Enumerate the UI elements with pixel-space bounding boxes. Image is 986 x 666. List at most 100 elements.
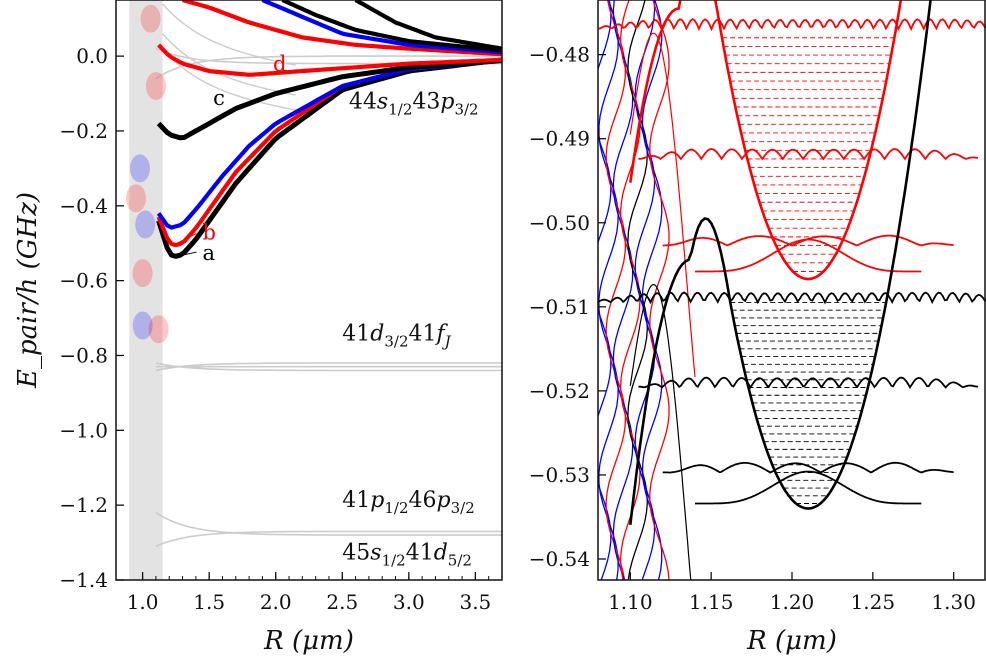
right-panel: 1.10 1.15 1.20 1.25 1.30 −0.48 −0.49 −0.50 −0.51…	[529, 0, 986, 656]
level-label-part: 1/2	[388, 101, 412, 119]
left-x-axis-label: R (μm)	[263, 626, 354, 656]
potential-curve-unlabeled	[261, 0, 502, 55]
left-panel: abcd44s1/243p3/241d3/241fJ41p1/246p3/245…	[13, 0, 503, 656]
inner-resonance-blob	[140, 4, 161, 33]
annotation-arrow-b	[177, 233, 197, 244]
background-level-curve	[155, 55, 502, 80]
potential-curve-unlabeled	[354, 0, 502, 51]
level-label-41p46p: 41p1/246p3/2	[342, 488, 474, 517]
level-label-part: 46	[409, 488, 437, 513]
level-label-part: p	[370, 488, 384, 513]
level-label-part: J	[442, 333, 452, 351]
left-x-tick-label: 2.5	[326, 590, 358, 614]
right-y-tick-label: −0.54	[529, 547, 590, 571]
inner-resonance-blob	[148, 315, 169, 344]
wavefunction-a-n0	[695, 470, 922, 505]
right-x-axis-label: R (μm)	[746, 626, 837, 656]
annotation-b: b	[203, 220, 216, 244]
left-x-tick-label: 3.0	[393, 590, 425, 614]
right-x-tick-label: 1.15	[689, 590, 734, 614]
level-label-part: s	[370, 540, 381, 565]
left-y-tick-label: −1.0	[59, 418, 108, 442]
diabatic-curve-b	[629, 32, 696, 378]
background-level-curve	[155, 530, 502, 548]
inner-resonance-blob	[125, 184, 146, 213]
left-y-tick-label: −0.2	[59, 119, 108, 143]
left-axes-frame	[115, 0, 503, 581]
left-plot-area	[125, 0, 502, 580]
wavefunction-a-n26	[598, 291, 986, 305]
background-level-curve	[155, 362, 502, 372]
inner-resonance-blob	[132, 259, 153, 288]
level-label-part: 41	[406, 540, 434, 565]
level-label-part: 43	[412, 90, 440, 115]
inner-region-curve	[649, 0, 670, 580]
background-level-curve	[162, 33, 296, 96]
right-x-tick-label: 1.25	[851, 590, 896, 614]
wavefunction-a-n4	[662, 461, 954, 474]
annotation-d: d	[273, 52, 286, 76]
left-y-tick-label: −0.6	[59, 269, 108, 293]
level-label-part: 41	[409, 322, 437, 347]
left-y-tick-label: 0.0	[76, 44, 108, 68]
level-label-part: 41	[342, 488, 370, 513]
level-label-part: d	[434, 540, 448, 565]
annotation-c: c	[213, 86, 225, 110]
level-label-41d41f: 41d3/241fJ	[342, 322, 451, 351]
inner-resonance-blob	[132, 311, 153, 340]
inner-region-curve	[598, 0, 619, 580]
left-x-tick-label: 1.5	[193, 590, 225, 614]
annotation-a: a	[203, 241, 216, 265]
left-y-tick-label: −1.2	[59, 493, 108, 517]
well-potential-b	[629, 0, 903, 281]
background-level-curve	[155, 511, 502, 536]
inner-region-curve	[605, 0, 627, 580]
inner-resonance-blob	[135, 210, 156, 239]
annotation-arrow-a	[177, 251, 197, 257]
left-y-tick-label: −1.4	[59, 568, 108, 592]
potential-curve-unlabeled	[182, 0, 502, 57]
level-label-part: 5/2	[448, 551, 472, 569]
inner-region-curve	[641, 0, 663, 580]
left-y-axis-label: E_pair/h (GHz)	[13, 192, 43, 389]
potential-curve-d	[157, 43, 502, 77]
right-y-tick-label: −0.53	[529, 463, 590, 487]
level-label-part: 3/2	[454, 101, 478, 119]
wavefunction-a-n15	[638, 376, 979, 390]
right-plot-area	[598, 0, 986, 580]
left-x-tick-label: 2.0	[260, 590, 292, 614]
inner-resonance-blob	[145, 72, 166, 101]
right-x-tick-label: 1.20	[770, 590, 815, 614]
level-label-part: 41	[342, 322, 370, 347]
wavefunction-b-n3	[662, 234, 954, 247]
right-y-tick-label: −0.51	[529, 295, 590, 319]
background-level-curve	[155, 362, 502, 372]
well-potential-a	[629, 0, 932, 526]
inner-region-band	[129, 0, 163, 580]
potential-curve-unlabeled	[156, 58, 502, 230]
level-label-part: p	[440, 90, 454, 115]
right-y-tick-label: −0.49	[529, 127, 590, 151]
potential-curve-c	[156, 58, 502, 141]
potential-curve-unlabeled	[281, 0, 502, 53]
level-label-part: 1/2	[384, 499, 408, 517]
right-x-tick-label: 1.10	[608, 590, 653, 614]
level-label-part: 3/2	[451, 499, 475, 517]
level-label-part: 44	[349, 90, 377, 115]
left-axes: abcd44s1/243p3/241d3/241fJ41p1/246p3/245…	[13, 0, 503, 656]
background-level-curve	[162, 3, 296, 66]
left-x-tick-label: 1.0	[127, 590, 159, 614]
level-label-45s41d: 45s1/241d5/2	[342, 540, 472, 569]
inner-resonance-blob	[129, 154, 150, 183]
left-x-tick-label: 3.5	[459, 590, 491, 614]
inner-region-curve	[627, 0, 648, 580]
right-x-tick-label: 1.30	[931, 590, 976, 614]
background-level-curve	[162, 48, 296, 111]
right-axes: 1.10 1.15 1.20 1.25 1.30 −0.48 −0.49 −0.50 −0.51…	[529, 0, 986, 656]
right-y-tick-label: −0.52	[529, 379, 590, 403]
wavefunction-b-n13	[638, 148, 979, 161]
level-label-44s43p: 44s1/243p3/2	[349, 90, 479, 119]
left-y-tick-label: −0.4	[59, 194, 108, 218]
level-label-part: 1/2	[382, 551, 406, 569]
